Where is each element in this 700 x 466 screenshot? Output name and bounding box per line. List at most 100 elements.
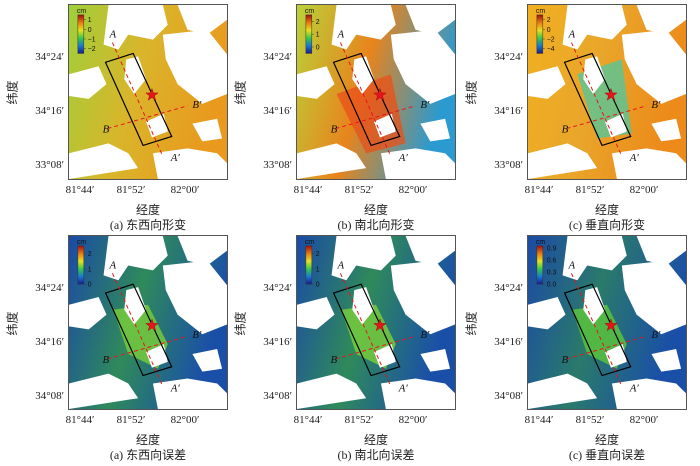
no-data-mask [331, 236, 396, 281]
colorbar-tick: 1 [88, 266, 92, 273]
no-data-mask [192, 349, 223, 372]
profile-label-b: B [331, 124, 338, 136]
y-tick-label: 34°16′ [35, 105, 64, 117]
no-data-mask [528, 373, 598, 409]
colorbar-tick: 0.0 [547, 282, 557, 289]
profile-label-a_prime: A′ [629, 152, 640, 164]
no-data-mask [69, 66, 107, 99]
profile-label-b: B [331, 354, 338, 366]
x-axis-label: 经度 [594, 433, 619, 447]
no-data-mask [69, 373, 139, 409]
y-tick-label: 34°08′ [35, 390, 64, 402]
colorbar-tick: 0.6 [547, 257, 557, 264]
epicenter-star-icon [373, 87, 387, 101]
no-data-mask [297, 296, 335, 330]
colorbar-tick: 0 [88, 27, 92, 34]
profile-label-a: A [336, 29, 344, 41]
no-data-mask [621, 260, 686, 335]
profile-label-b_prime: B′ [420, 329, 430, 341]
epicenter-star-icon [604, 318, 618, 332]
no-data-mask [297, 66, 335, 99]
y-tick-label: 34°16′ [263, 336, 292, 348]
y-tick-label: 34°24′ [263, 282, 292, 294]
no-data-mask [636, 236, 686, 266]
no-data-mask [390, 29, 455, 104]
y-tick-label: 34°16′ [494, 336, 523, 348]
y-tick-label: 34°24′ [263, 51, 292, 63]
x-tick-label: 81°52′ [116, 184, 146, 196]
x-axis-label: 经度 [594, 203, 619, 217]
panel-caption: (b) 南北向形变 [337, 218, 415, 232]
no-data-mask [297, 373, 367, 409]
y-tick-label: 33°08′ [35, 159, 64, 171]
colorbar [305, 245, 313, 285]
profile-label-a: A [336, 259, 344, 271]
x-axis-label: 经度 [135, 203, 160, 217]
colorbar-tick: 2 [547, 17, 551, 24]
x-tick-label: 82°00′ [629, 184, 659, 196]
no-data-mask [390, 260, 455, 335]
colorbar-tick: 1 [316, 32, 320, 39]
no-data-mask [528, 66, 566, 99]
no-data-mask [103, 236, 168, 281]
no-data-mask [124, 287, 147, 325]
y-tick-label: 34°16′ [494, 105, 523, 117]
x-tick-label: 81°44′ [65, 414, 95, 426]
x-tick-label: 81°44′ [293, 414, 323, 426]
colorbar-unit: cm [305, 239, 314, 246]
profile-label-b_prime: B′ [651, 329, 661, 341]
x-tick-label: 81°52′ [575, 184, 605, 196]
y-axis-label: 纬度 [5, 310, 20, 336]
no-data-mask [562, 5, 627, 50]
no-data-mask [611, 148, 686, 179]
x-axis-label: 经度 [135, 433, 160, 447]
epicenter-star-icon [604, 87, 618, 101]
x-tick-label: 81°44′ [65, 184, 95, 196]
colorbar-tick: 0 [316, 44, 320, 51]
x-tick-label: 82°00′ [170, 184, 200, 196]
no-data-mask [528, 296, 566, 330]
y-axis-label: 纬度 [233, 310, 248, 336]
no-data-mask [69, 143, 139, 179]
profile-label-a_prime: A′ [398, 382, 409, 394]
colorbar-tick: 0.3 [547, 270, 557, 277]
no-data-mask [177, 5, 227, 35]
x-tick-label: 82°00′ [398, 184, 428, 196]
no-data-mask [192, 118, 223, 142]
panel-caption: (c) 垂直向误差 [568, 448, 646, 462]
y-tick-label: 33°08′ [263, 159, 292, 171]
profile-label-b_prime: B′ [651, 99, 661, 111]
no-data-mask [152, 148, 227, 179]
no-data-mask [69, 296, 107, 330]
x-axis-label: 经度 [363, 433, 388, 447]
no-data-mask [162, 260, 227, 335]
colorbar-tick: 0 [316, 282, 320, 289]
profile-label-b: B [562, 124, 569, 136]
no-data-mask [528, 143, 598, 179]
profile-label-a_prime: A′ [170, 152, 181, 164]
x-tick-label: 81°52′ [344, 414, 374, 426]
no-data-mask [420, 118, 451, 142]
colorbar-tick: −1 [88, 36, 96, 43]
profile-label-a: A [567, 259, 575, 271]
colorbar-tick: −2 [88, 46, 96, 53]
colorbar-tick: 1 [88, 17, 92, 24]
x-tick-label: 81°52′ [344, 184, 374, 196]
no-data-mask [352, 56, 375, 94]
map-panel-5: A A′ B B′ cm 0.9 0.6 0.3 0.0 [527, 235, 687, 410]
no-data-mask [583, 56, 606, 94]
no-data-mask [380, 148, 455, 179]
colorbar-tick: −2 [547, 36, 555, 43]
x-tick-label: 81°44′ [524, 184, 554, 196]
colorbar-tick: 0 [88, 282, 92, 289]
no-data-mask [651, 349, 682, 372]
profile-label-a_prime: A′ [398, 152, 409, 164]
colorbar [77, 14, 85, 54]
panel-caption: (a) 东西向形变 [109, 218, 187, 232]
map-panel-3: A A′ B B′ cm 2 1 0 [68, 235, 228, 410]
x-tick-label: 81°52′ [116, 414, 146, 426]
profile-label-a: A [567, 29, 575, 41]
x-tick-label: 82°00′ [398, 414, 428, 426]
colorbar-unit: cm [305, 8, 314, 15]
map-panel-2: A A′ B B′ cm 2 0 −2 −4 [527, 4, 687, 180]
